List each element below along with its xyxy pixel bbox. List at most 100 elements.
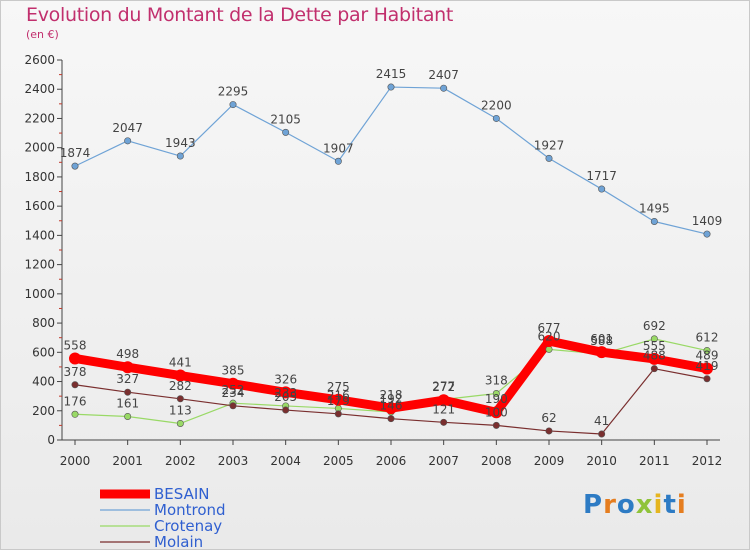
logo-letter: r [603,490,617,520]
data-point-molain [282,406,290,414]
x-tick-label: 2002 [165,454,196,468]
data-label-molain: 100 [485,405,508,419]
data-label-montrond: 2415 [376,67,407,81]
data-point-montrond [176,152,184,160]
x-tick-label: 2001 [112,454,143,468]
data-label-besain: 218 [380,388,403,402]
series-points [69,83,713,438]
data-point-besain [648,352,661,365]
data-point-besain [332,393,345,406]
x-tick-label: 2006 [376,454,407,468]
y-tick-label: 400 [32,375,55,389]
legend-label-montrond: Montrond [154,501,226,519]
data-point-molain [229,402,237,410]
data-label-montrond: 1495 [639,202,670,216]
data-point-crotenay [492,390,500,398]
data-label-crotenay: 113 [169,403,192,417]
data-point-molain [440,418,448,426]
data-point-montrond [71,162,79,170]
data-point-besain [227,377,239,390]
data-point-molain [650,365,658,373]
data-label-montrond: 2047 [112,121,143,135]
chart-subtitle: (en €) [26,28,59,41]
data-label-montrond: 1927 [534,138,565,152]
data-point-montrond [492,114,500,122]
data-point-montrond [650,218,658,226]
data-point-montrond [440,84,448,92]
data-label-crotenay: 216 [327,388,350,402]
y-tick-label: 2400 [24,82,55,96]
data-point-besain [595,346,608,359]
data-label-besain: 555 [643,339,666,353]
data-label-besain: 498 [116,347,139,361]
data-label-besain: 601 [590,332,613,346]
data-label-montrond: 2105 [270,112,301,126]
x-tick-label: 2011 [639,454,670,468]
series-line-montrond [74,86,708,235]
y-tick-label: 2600 [24,53,55,67]
y-tick-label: 1600 [24,199,55,213]
data-label-molain: 62 [541,411,556,425]
data-label-besain: 441 [169,356,192,370]
data-labels: 558 498 441 385 326 275 218 272 190 677 601 555 489 1… [60,67,723,428]
data-label-crotenay: 252 [222,383,245,397]
data-label-molain: 419 [696,359,719,373]
logo-letter: i [676,490,687,520]
data-point-montrond [545,154,553,162]
legend-label-molain: Molain [154,533,203,550]
data-label-besain: 275 [327,380,350,394]
data-label-molain: 179 [327,394,350,408]
chart-title: Evolution du Montant de la Dette par Hab… [26,4,454,26]
data-point-molain [545,427,553,435]
data-point-molain [71,381,79,389]
data-point-crotenay [545,345,553,353]
data-point-crotenay [703,347,711,355]
data-label-besain: 385 [222,364,245,378]
data-label-besain: 558 [64,338,87,352]
legend-label-besain: BESAIN [154,485,209,503]
logo-letter: x [635,490,654,520]
axes: 0 200 400 600 800 1000 1200 1400 1600 1800 2000 220… [24,53,722,468]
data-point-montrond [124,137,132,145]
data-label-montrond: 1717 [586,169,617,183]
data-label-montrond: 2295 [218,85,249,99]
x-tick-label: 2010 [586,454,617,468]
data-point-molain [703,375,711,383]
x-tick-label: 2008 [481,454,512,468]
data-point-molain [492,421,500,429]
data-label-montrond: 1874 [60,146,91,160]
data-label-montrond: 2407 [428,68,459,82]
y-tick-label: 2000 [24,141,55,155]
proxiti-logo: Proxiti [583,490,687,520]
data-label-besain: 190 [485,392,508,406]
data-label-crotenay: 176 [64,394,87,408]
x-tick-label: 2007 [428,454,459,468]
data-label-crotenay: 612 [696,331,719,345]
logo-letter: o [616,490,636,520]
legend-label-crotenay: Crotenay [154,517,222,535]
data-label-molain: 488 [643,349,666,363]
data-label-molain: 234 [222,386,245,400]
data-label-molain: 327 [116,372,139,386]
y-tick-label: 1400 [24,228,55,242]
y-tick-label: 200 [32,404,55,418]
data-point-molain [334,410,342,418]
data-label-montrond: 2200 [481,98,512,112]
y-tick-label: 1000 [24,287,55,301]
logo-letter: P [583,490,604,520]
data-label-molain: 205 [274,390,297,404]
data-label-besain: 677 [538,321,561,335]
data-point-montrond [229,101,237,109]
data-point-besain [69,352,81,365]
data-point-besain [701,362,713,375]
data-label-molain: 41 [594,414,609,428]
data-point-montrond [598,185,606,193]
data-label-molain: 146 [380,399,403,413]
x-tick-label: 2000 [60,454,91,468]
y-tick-label: 2200 [24,111,55,125]
data-point-besain [385,402,397,415]
data-label-molain: 121 [432,402,455,416]
